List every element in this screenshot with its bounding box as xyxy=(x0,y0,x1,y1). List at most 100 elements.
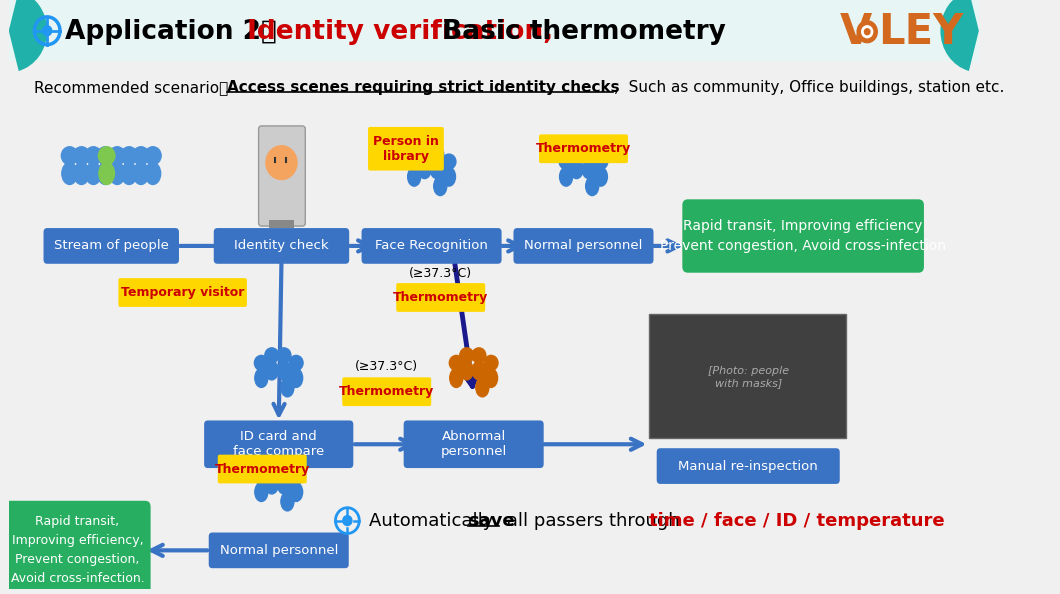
Ellipse shape xyxy=(265,475,279,494)
Ellipse shape xyxy=(61,163,77,185)
Ellipse shape xyxy=(430,160,443,179)
FancyBboxPatch shape xyxy=(217,454,306,484)
FancyBboxPatch shape xyxy=(43,228,179,264)
Ellipse shape xyxy=(254,483,268,501)
Wedge shape xyxy=(940,0,978,71)
Circle shape xyxy=(98,147,113,165)
Circle shape xyxy=(61,147,77,165)
Ellipse shape xyxy=(289,369,303,387)
Text: Access scenes requiring strict identity checks: Access scenes requiring strict identity … xyxy=(227,80,619,95)
Text: ID card and
face compare: ID card and face compare xyxy=(233,430,324,458)
Text: time / face / ID / temperature: time / face / ID / temperature xyxy=(650,511,946,530)
Ellipse shape xyxy=(145,163,161,185)
Circle shape xyxy=(254,469,268,485)
Ellipse shape xyxy=(134,163,148,185)
FancyBboxPatch shape xyxy=(268,220,295,228)
FancyBboxPatch shape xyxy=(214,228,349,264)
Text: Application 2：: Application 2： xyxy=(66,19,278,45)
Text: Normal personnel: Normal personnel xyxy=(219,544,338,557)
Ellipse shape xyxy=(473,361,485,380)
FancyBboxPatch shape xyxy=(683,200,924,273)
Circle shape xyxy=(407,154,421,169)
Circle shape xyxy=(281,365,295,380)
FancyBboxPatch shape xyxy=(513,228,654,264)
Ellipse shape xyxy=(442,168,456,186)
FancyBboxPatch shape xyxy=(259,126,305,226)
Circle shape xyxy=(460,348,474,363)
FancyBboxPatch shape xyxy=(540,134,628,163)
Ellipse shape xyxy=(476,378,489,397)
FancyBboxPatch shape xyxy=(209,532,349,568)
Text: save: save xyxy=(469,511,515,530)
Ellipse shape xyxy=(560,168,572,186)
Circle shape xyxy=(85,147,102,165)
Wedge shape xyxy=(8,0,48,71)
Ellipse shape xyxy=(582,160,596,179)
Text: all passers through: all passers through xyxy=(501,511,686,530)
Circle shape xyxy=(865,29,870,34)
Text: Rapid transit, Improving efficiency
Prevent congestion, Avoid cross-infection: Rapid transit, Improving efficiency Prev… xyxy=(660,219,947,253)
Circle shape xyxy=(42,26,52,36)
Text: Basic thermometry: Basic thermometry xyxy=(434,19,726,45)
Circle shape xyxy=(342,516,352,526)
Text: Abnormal
personnel: Abnormal personnel xyxy=(441,430,507,458)
Ellipse shape xyxy=(99,163,114,185)
Ellipse shape xyxy=(586,176,599,195)
FancyBboxPatch shape xyxy=(650,314,846,438)
Ellipse shape xyxy=(484,369,497,387)
Text: Person in
library: Person in library xyxy=(373,135,439,163)
Circle shape xyxy=(121,147,138,165)
Text: (≥37.3°C): (≥37.3°C) xyxy=(409,267,473,280)
Ellipse shape xyxy=(418,160,431,179)
Text: Identity verification,: Identity verification, xyxy=(237,19,553,45)
Text: Face Recognition: Face Recognition xyxy=(375,239,488,252)
Ellipse shape xyxy=(74,163,89,185)
Ellipse shape xyxy=(86,163,101,185)
Ellipse shape xyxy=(460,361,473,380)
Circle shape xyxy=(254,355,268,371)
FancyBboxPatch shape xyxy=(396,283,485,312)
Circle shape xyxy=(472,348,485,363)
Text: Normal personnel: Normal personnel xyxy=(525,239,642,252)
Ellipse shape xyxy=(434,176,446,195)
Ellipse shape xyxy=(109,163,125,185)
FancyBboxPatch shape xyxy=(119,278,247,307)
Ellipse shape xyxy=(289,483,303,501)
Text: Stream of people: Stream of people xyxy=(54,239,169,252)
FancyBboxPatch shape xyxy=(4,501,151,594)
Ellipse shape xyxy=(121,163,137,185)
Circle shape xyxy=(109,147,125,165)
Text: Manual re-inspection: Manual re-inspection xyxy=(678,460,818,473)
Ellipse shape xyxy=(265,361,279,380)
Text: Temporary visitor: Temporary visitor xyxy=(121,286,244,299)
Circle shape xyxy=(594,154,607,169)
Ellipse shape xyxy=(254,369,268,387)
Ellipse shape xyxy=(408,168,421,186)
FancyBboxPatch shape xyxy=(342,377,431,406)
Circle shape xyxy=(265,462,279,477)
Text: Thermometry: Thermometry xyxy=(393,291,489,304)
Circle shape xyxy=(858,21,878,43)
Ellipse shape xyxy=(278,361,290,380)
FancyBboxPatch shape xyxy=(205,421,353,468)
Circle shape xyxy=(442,154,456,169)
FancyBboxPatch shape xyxy=(657,448,840,484)
Circle shape xyxy=(585,163,599,179)
Circle shape xyxy=(266,146,297,179)
Text: Thermometry: Thermometry xyxy=(339,385,435,398)
FancyBboxPatch shape xyxy=(361,228,501,264)
FancyBboxPatch shape xyxy=(404,421,544,468)
Circle shape xyxy=(429,147,444,162)
Circle shape xyxy=(434,163,447,179)
Circle shape xyxy=(449,355,463,371)
Text: Rapid transit,
Improving efficiency,
Prevent congestion,
Avoid cross-infection.: Rapid transit, Improving efficiency, Pre… xyxy=(11,516,144,585)
Circle shape xyxy=(569,147,583,162)
Ellipse shape xyxy=(278,475,290,494)
Text: (≥37.3°C): (≥37.3°C) xyxy=(355,361,419,374)
Circle shape xyxy=(132,147,149,165)
Text: Recommended scenario：: Recommended scenario： xyxy=(34,80,238,95)
Text: V: V xyxy=(840,11,872,53)
Circle shape xyxy=(277,462,290,477)
Circle shape xyxy=(862,26,872,37)
Text: Automatically: Automatically xyxy=(369,511,499,530)
